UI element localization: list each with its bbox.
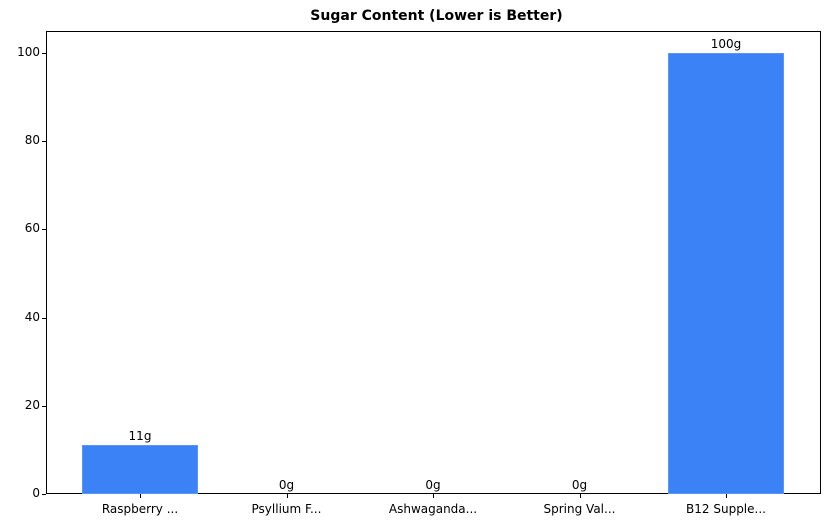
y-tick-label: 100 (17, 45, 40, 60)
y-tick-label: 0 (32, 486, 40, 500)
bar-value-label: 11g (128, 429, 152, 444)
x-tick-mark (579, 494, 581, 498)
y-tick-mark (42, 494, 46, 495)
x-tick-label: Spring Val... (543, 502, 616, 516)
y-tick-label: 20 (24, 397, 40, 412)
x-tick-mark (286, 494, 288, 498)
bar (668, 53, 784, 494)
y-tick-mark (42, 317, 46, 319)
bar-value-label: 0g (571, 478, 588, 492)
bar-value-label: 0g (278, 478, 295, 492)
y-tick-label: 80 (24, 133, 40, 148)
bar (82, 445, 198, 494)
y-tick-mark (42, 53, 46, 55)
chart-title: Sugar Content (Lower is Better) (310, 8, 563, 24)
y-tick-label: 60 (24, 221, 40, 236)
x-tick-mark (140, 494, 141, 498)
bar-value-label: 0g (425, 478, 441, 492)
x-tick-label: Ashwaganda... (388, 502, 478, 516)
y-tick-mark (42, 229, 46, 231)
x-tick-mark (433, 494, 434, 498)
x-tick-mark (726, 494, 727, 498)
y-tick-label: 40 (24, 309, 40, 324)
y-tick-mark (42, 405, 46, 407)
y-tick-mark (42, 141, 46, 143)
bar-value-label: 100g (710, 37, 742, 52)
x-tick-label: B12 Supple... (686, 502, 766, 516)
plot-area (46, 31, 821, 494)
x-tick-label: Raspberry ... (101, 502, 179, 516)
x-tick-label: Psyllium F... (251, 502, 322, 516)
